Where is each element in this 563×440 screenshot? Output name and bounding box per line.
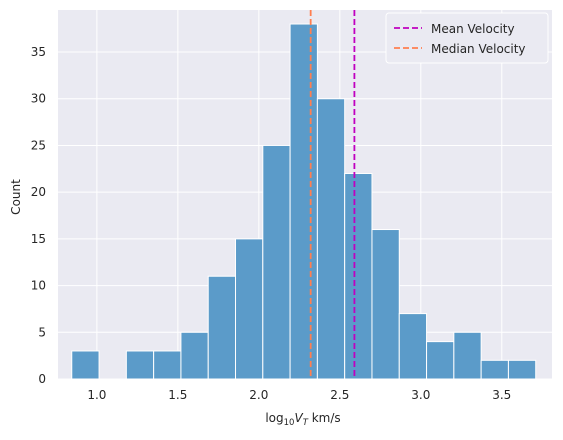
histogram-bar xyxy=(507,359,537,380)
legend-label-mean-velocity: Mean Velocity xyxy=(431,22,515,36)
x-tick-label: 3.0 xyxy=(411,388,430,402)
histogram-bar xyxy=(125,350,155,380)
reference-lines-layer xyxy=(309,10,356,379)
histogram-bar xyxy=(426,341,455,380)
x-tick-label: 1.5 xyxy=(168,388,187,402)
y-tick-label: 15 xyxy=(31,232,46,246)
histogram-bar xyxy=(153,350,182,380)
x-axis-label: log10VT km/s xyxy=(265,411,340,428)
x-axis-label-log: log xyxy=(265,411,283,425)
histogram-bar xyxy=(71,350,100,380)
x-axis-label-unit: km/s xyxy=(308,411,341,425)
legend: Mean Velocity Median Velocity xyxy=(385,12,549,64)
x-tick-label: 2.0 xyxy=(249,388,268,402)
legend-box xyxy=(385,12,549,64)
legend-label-median-velocity: Median Velocity xyxy=(431,42,526,56)
histogram-bar xyxy=(344,172,373,380)
x-tick-label: 2.5 xyxy=(330,388,349,402)
y-tick-label: 25 xyxy=(31,138,46,152)
x-axis-label-var-sub: T xyxy=(303,418,309,428)
histogram-bar xyxy=(453,331,482,380)
y-tick-label: 10 xyxy=(31,279,46,293)
tick-labels-layer: 1.0 1.5 2.0 2.5 3.0 3.5 0 5 10 15 20 25 30 35 xyxy=(31,45,512,402)
x-tick-label: 1.0 xyxy=(87,388,106,402)
y-tick-label: 20 xyxy=(31,185,46,199)
x-axis-label-var: V xyxy=(294,411,303,425)
histogram-bar xyxy=(371,229,400,380)
y-tick-label: 5 xyxy=(38,325,46,339)
y-tick-label: 30 xyxy=(31,92,46,106)
x-axis-label-log-sub: 10 xyxy=(284,418,295,428)
x-tick-label: 3.5 xyxy=(492,388,511,402)
histogram-bar xyxy=(235,238,264,380)
histogram-bar xyxy=(262,144,291,380)
histogram-bar xyxy=(480,359,509,380)
histogram-bar xyxy=(207,275,237,380)
histogram-bar xyxy=(398,313,428,380)
histogram-bar xyxy=(289,23,318,380)
bars-layer xyxy=(71,23,537,380)
y-axis-label: Count xyxy=(9,179,23,215)
histogram-bar xyxy=(180,331,209,380)
y-tick-label: 35 xyxy=(31,45,46,59)
y-tick-label: 0 xyxy=(38,372,46,386)
histogram-bar xyxy=(316,98,346,380)
